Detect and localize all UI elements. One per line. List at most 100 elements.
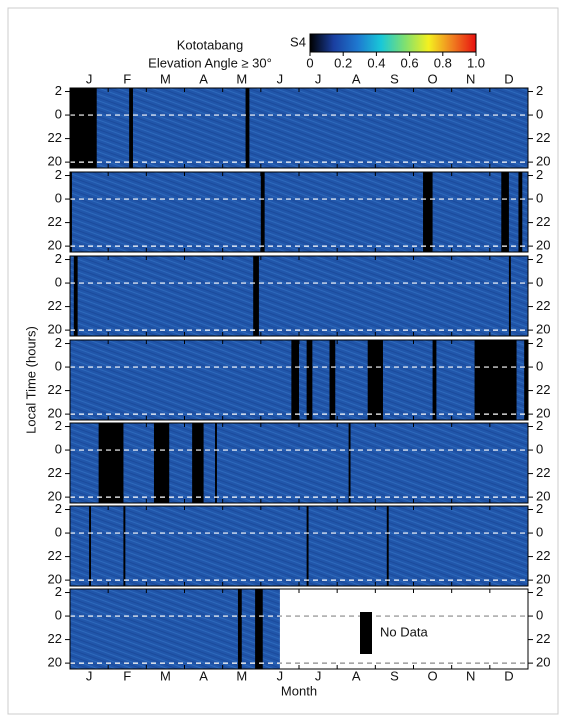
no-data-bar [70, 88, 97, 168]
y-tick-label: 22 [48, 465, 62, 480]
y-tick-label: 2 [536, 251, 543, 266]
frame [7, 7, 559, 715]
y-tick-label: 22 [536, 214, 550, 229]
month-label: M [160, 71, 171, 86]
no-data-bar [508, 256, 511, 336]
y-tick-label: 20 [536, 489, 550, 504]
y-tick-label: 20 [48, 238, 62, 253]
month-label: M [236, 71, 247, 86]
colorbar-tick-label: 0.4 [367, 55, 385, 70]
no-data-region [279, 589, 528, 669]
no-data-bar [501, 172, 509, 252]
month-label: F [123, 668, 131, 683]
no-data-bar [255, 589, 263, 669]
month-label: A [352, 668, 361, 683]
y-tick-label: 0 [536, 524, 543, 539]
y-tick-label: 2 [536, 501, 543, 516]
subtitle: Elevation Angle ≥ 30° [148, 55, 272, 70]
panel-texture [70, 88, 528, 168]
month-label: J [315, 71, 322, 86]
no-data-bar [253, 256, 259, 336]
month-label: F [123, 71, 131, 86]
y-tick-label: 22 [536, 548, 550, 563]
no-data-bar [89, 506, 91, 586]
no-data-bar [518, 172, 523, 252]
y-tick-label: 20 [536, 572, 550, 587]
y-tick-label: 2 [536, 335, 543, 350]
no-data-bar [329, 340, 336, 420]
y-tick-label: 2 [55, 335, 62, 350]
no-data-bar [474, 340, 517, 420]
y-tick-label: 0 [55, 106, 62, 121]
y-tick-label: 22 [48, 548, 62, 563]
y-tick-label: 22 [536, 130, 550, 145]
y-tick-label: 0 [55, 441, 62, 456]
y-tick-label: 22 [48, 631, 62, 646]
no-data-bar [423, 172, 433, 252]
y-tick-label: 2 [55, 83, 62, 98]
no-data-bar [348, 423, 351, 503]
no-data-bar [306, 506, 309, 586]
y-tick-label: 22 [48, 382, 62, 397]
y-axis-label: Local Time (hours) [23, 326, 38, 434]
no-data-bar [367, 340, 383, 420]
no-data-bar [386, 506, 389, 586]
no-data-bar [192, 423, 204, 503]
month-label: J [86, 71, 93, 86]
month-label: J [277, 668, 284, 683]
y-tick-label: 20 [536, 238, 550, 253]
y-tick-label: 0 [55, 190, 62, 205]
no-data-bar [123, 506, 126, 586]
month-label: O [428, 71, 438, 86]
panel-texture [70, 423, 528, 503]
colorbar-label: S4 [290, 34, 306, 49]
no-data-bar [245, 88, 250, 168]
y-tick-label: 2 [536, 584, 543, 599]
y-tick-label: 20 [536, 322, 550, 337]
y-tick-label: 22 [48, 214, 62, 229]
month-label: N [466, 71, 475, 86]
month-label: S [390, 71, 399, 86]
legend-swatch [360, 612, 372, 654]
month-label: O [428, 668, 438, 683]
y-tick-label: 2 [536, 83, 543, 98]
colorbar-tick-label: 1.0 [467, 55, 485, 70]
month-label: N [466, 668, 475, 683]
no-data-bar [524, 340, 528, 420]
no-data-bar [215, 423, 217, 503]
no-data-bar [291, 340, 299, 420]
colorbar-tick-label: 0.8 [434, 55, 452, 70]
month-label: A [199, 668, 208, 683]
month-label: J [315, 668, 322, 683]
y-tick-label: 2 [55, 167, 62, 182]
panel-texture [70, 256, 528, 336]
y-tick-label: 22 [536, 298, 550, 313]
y-tick-label: 0 [55, 524, 62, 539]
y-tick-label: 2 [55, 418, 62, 433]
y-tick-label: 22 [536, 382, 550, 397]
y-tick-label: 2 [55, 251, 62, 266]
y-tick-label: 22 [536, 631, 550, 646]
y-tick-label: 22 [536, 465, 550, 480]
month-label: D [504, 668, 513, 683]
legend-label: No Data [380, 624, 428, 639]
panel-texture [70, 172, 528, 252]
month-label: A [199, 71, 208, 86]
no-data-bar [73, 256, 78, 336]
y-tick-label: 2 [55, 501, 62, 516]
y-tick-label: 0 [55, 274, 62, 289]
month-label: M [160, 668, 171, 683]
month-label: J [277, 71, 284, 86]
colorbar-tick-label: 0.6 [401, 55, 419, 70]
y-tick-label: 20 [48, 154, 62, 169]
y-tick-label: 20 [48, 322, 62, 337]
panel-texture [70, 506, 528, 586]
colorbar-tick-label: 0 [306, 55, 313, 70]
month-label: S [390, 668, 399, 683]
y-tick-label: 0 [55, 358, 62, 373]
month-label: D [504, 71, 513, 86]
y-tick-label: 20 [48, 489, 62, 504]
no-data-bar [129, 88, 133, 168]
month-label: J [86, 668, 93, 683]
